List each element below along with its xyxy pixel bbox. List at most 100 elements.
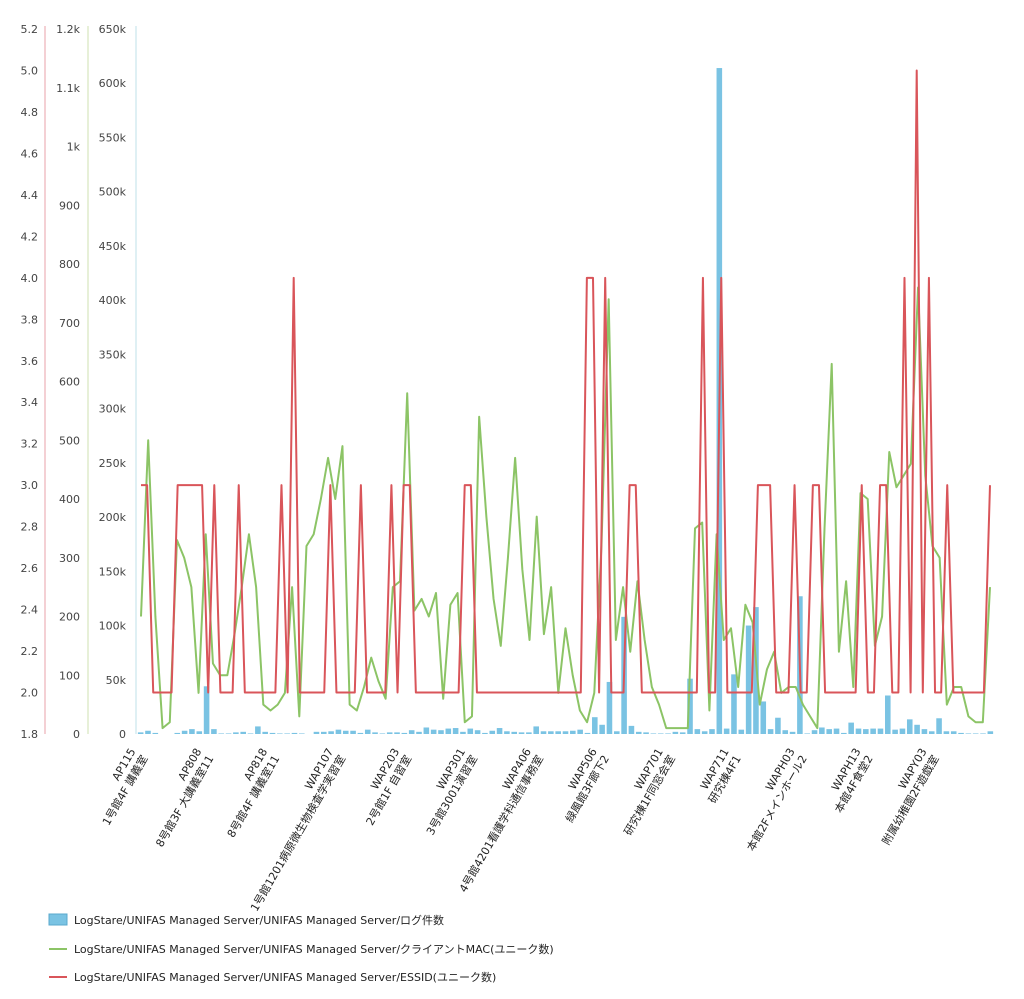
tick-label-y3: 600k — [99, 77, 127, 90]
tick-label-y2: 900 — [59, 199, 80, 212]
bar — [511, 731, 518, 734]
bar — [657, 733, 664, 734]
tick-label-y1: 5.2 — [21, 23, 39, 36]
tick-label-y1: 2.2 — [21, 645, 39, 658]
tick-label-y1: 2.8 — [21, 521, 39, 534]
tick-label-y1: 3.0 — [21, 479, 39, 492]
tick-label-y2: 400 — [59, 493, 80, 506]
tick-label-y3: 150k — [99, 565, 127, 578]
bar — [460, 731, 466, 734]
bar — [804, 733, 810, 734]
tick-label-y2: 500 — [59, 434, 80, 447]
bar — [284, 733, 290, 734]
bar — [467, 728, 474, 734]
bar — [738, 729, 745, 734]
tick-label-y1: 3.6 — [21, 355, 39, 368]
bar — [555, 731, 561, 734]
bar — [577, 729, 583, 734]
bar — [364, 729, 371, 734]
bar — [870, 728, 876, 734]
tick-label-y1: 2.0 — [21, 687, 39, 700]
tick-label-y3: 50k — [106, 674, 127, 687]
bar — [328, 731, 334, 734]
tick-label-y3: 650k — [99, 23, 127, 36]
bar — [386, 732, 393, 734]
bar — [679, 732, 686, 734]
bar — [694, 729, 701, 734]
bar — [291, 732, 298, 734]
bar — [321, 731, 327, 734]
legend-label[interactable]: LogStare/UNIFAS Managed Server/UNIFAS Ma… — [74, 943, 554, 956]
tick-label-y2: 1k — [67, 141, 81, 154]
line-series — [140, 69, 991, 730]
tick-label-y3: 400k — [99, 294, 127, 307]
bar — [526, 732, 532, 734]
bar — [599, 724, 605, 734]
bar — [247, 733, 254, 734]
bar — [401, 732, 408, 734]
bar — [189, 729, 195, 734]
bar — [848, 722, 854, 734]
tick-label-y2: 100 — [59, 669, 80, 682]
bar — [892, 729, 898, 734]
axes: 5.2 5.0 4.8 4.6 4.4 4.2 4.0 3.8 3.6 3.4 3.2 3.0 2.8 2… — [21, 23, 137, 741]
bar — [137, 732, 144, 734]
bar — [687, 678, 693, 734]
tick-label-y2: 600 — [59, 376, 80, 389]
bar — [357, 732, 364, 734]
tick-label-y1: 2.4 — [21, 604, 39, 617]
bar — [841, 732, 847, 734]
bar — [606, 681, 613, 734]
bar — [921, 729, 928, 734]
tick-label-y2: 1.1k — [56, 82, 80, 95]
bar — [760, 701, 767, 734]
tick-label-y3: 100k — [99, 620, 127, 633]
bar — [877, 728, 884, 734]
bar — [408, 730, 415, 734]
bar — [218, 733, 225, 734]
tick-label-y3: 0 — [119, 728, 126, 741]
tick-label-y1: 3.4 — [21, 396, 39, 409]
bar — [819, 727, 825, 734]
bar — [723, 728, 730, 734]
bar — [972, 733, 979, 734]
bar — [833, 728, 840, 734]
bar — [987, 731, 994, 734]
bar — [313, 731, 320, 734]
tick-label-y3: 250k — [99, 457, 127, 470]
bar — [928, 731, 935, 734]
bar — [196, 731, 203, 734]
bar — [489, 730, 496, 734]
bar — [906, 719, 913, 734]
bar — [394, 732, 400, 734]
bar — [379, 733, 386, 734]
bar — [211, 729, 217, 734]
tick-label-y2: 700 — [59, 317, 80, 330]
legend-swatch-bar — [48, 913, 68, 926]
legend: LogStare/UNIFAS Managed Server/UNIFAS Ma… — [48, 913, 554, 984]
bar — [540, 731, 547, 734]
legend-label[interactable]: LogStare/UNIFAS Managed Server/UNIFAS Ma… — [74, 971, 496, 984]
bar — [965, 733, 972, 734]
tick-label-y3: 350k — [99, 348, 127, 361]
tick-label-y1: 4.8 — [21, 106, 39, 119]
tick-label-y1: 5.0 — [21, 64, 39, 77]
bar — [262, 731, 268, 734]
tick-label-y3: 550k — [99, 131, 127, 144]
bar — [277, 733, 283, 734]
bar — [980, 733, 986, 734]
bar — [350, 730, 356, 734]
bar — [174, 732, 181, 734]
tick-label-y2: 300 — [59, 552, 80, 565]
legend-label[interactable]: LogStare/UNIFAS Managed Server/UNIFAS Ma… — [74, 913, 444, 927]
bar — [958, 732, 964, 734]
bar — [335, 729, 342, 734]
